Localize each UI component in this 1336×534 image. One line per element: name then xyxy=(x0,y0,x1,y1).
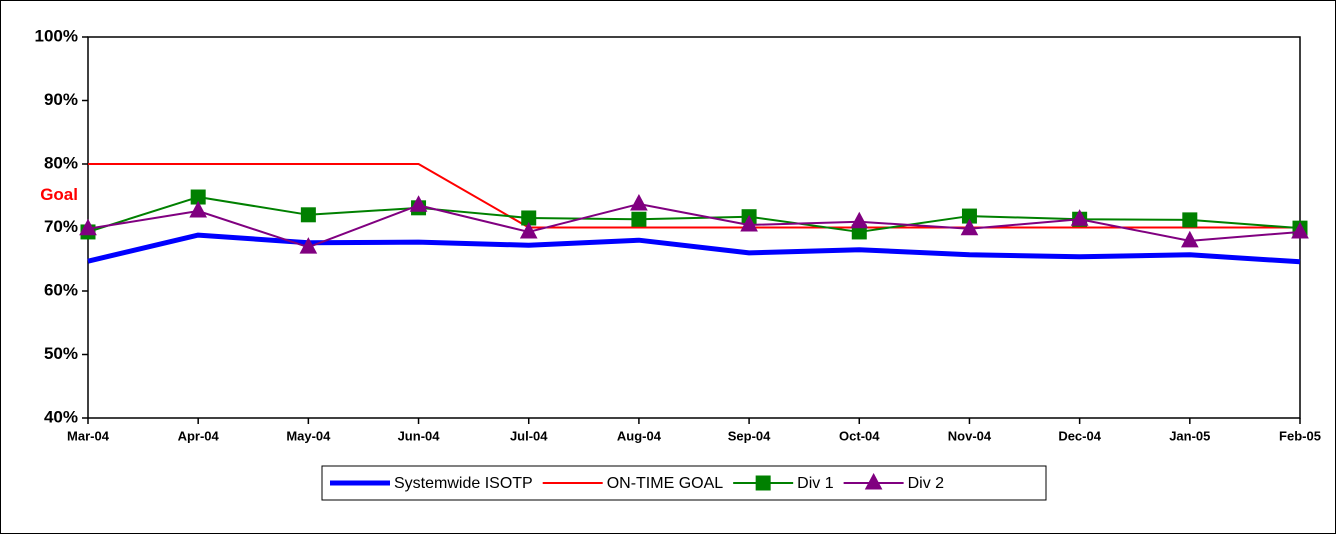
x-tick-label: Sep-04 xyxy=(728,428,771,443)
marker xyxy=(630,193,648,211)
y-tick-label: 40% xyxy=(44,407,78,426)
x-tick-label: May-04 xyxy=(286,428,331,443)
y-tick-label: 90% xyxy=(44,90,78,109)
marker xyxy=(519,221,538,239)
y-tick-label: 50% xyxy=(44,344,78,363)
marker xyxy=(960,218,979,236)
marker xyxy=(299,237,318,254)
x-tick-label: Dec-04 xyxy=(1058,428,1101,443)
legend-box xyxy=(321,465,1047,501)
marker xyxy=(409,195,428,212)
marker xyxy=(1180,230,1199,248)
annotation: Goal xyxy=(40,185,78,204)
legend-label: Div 1 xyxy=(797,475,834,492)
y-tick-label: 70% xyxy=(44,217,78,236)
x-tick-label: Nov-04 xyxy=(948,428,992,443)
marker xyxy=(189,200,208,218)
legend-label: ON-TIME GOAL xyxy=(607,475,724,492)
x-tick-label: Apr-04 xyxy=(178,428,220,443)
legend-label: Systemwide ISOTP xyxy=(394,475,533,492)
marker xyxy=(1070,209,1089,226)
x-tick-label: Aug-04 xyxy=(617,428,662,443)
x-tick-label: Jun-04 xyxy=(398,428,441,443)
marker xyxy=(755,475,771,491)
y-tick-label: 80% xyxy=(44,153,78,172)
y-tick-label: 60% xyxy=(44,280,78,299)
x-tick-label: Mar-04 xyxy=(67,428,110,443)
marker xyxy=(1182,212,1198,228)
marker xyxy=(1291,221,1309,239)
y-tick-label: 100% xyxy=(35,26,78,45)
marker xyxy=(300,207,316,223)
x-tick-label: Jan-05 xyxy=(1169,428,1210,443)
series-line xyxy=(88,163,1300,229)
x-tick-label: Feb-05 xyxy=(1279,428,1321,443)
series-line xyxy=(87,203,1301,249)
marker xyxy=(864,472,883,490)
marker xyxy=(740,214,758,232)
marker xyxy=(850,211,869,229)
series-line xyxy=(87,196,1301,233)
marker xyxy=(631,211,647,227)
marker xyxy=(79,218,97,236)
x-tick-label: Jul-04 xyxy=(510,428,548,443)
x-tick-label: Oct-04 xyxy=(839,428,880,443)
legend-label: Div 2 xyxy=(908,475,945,492)
